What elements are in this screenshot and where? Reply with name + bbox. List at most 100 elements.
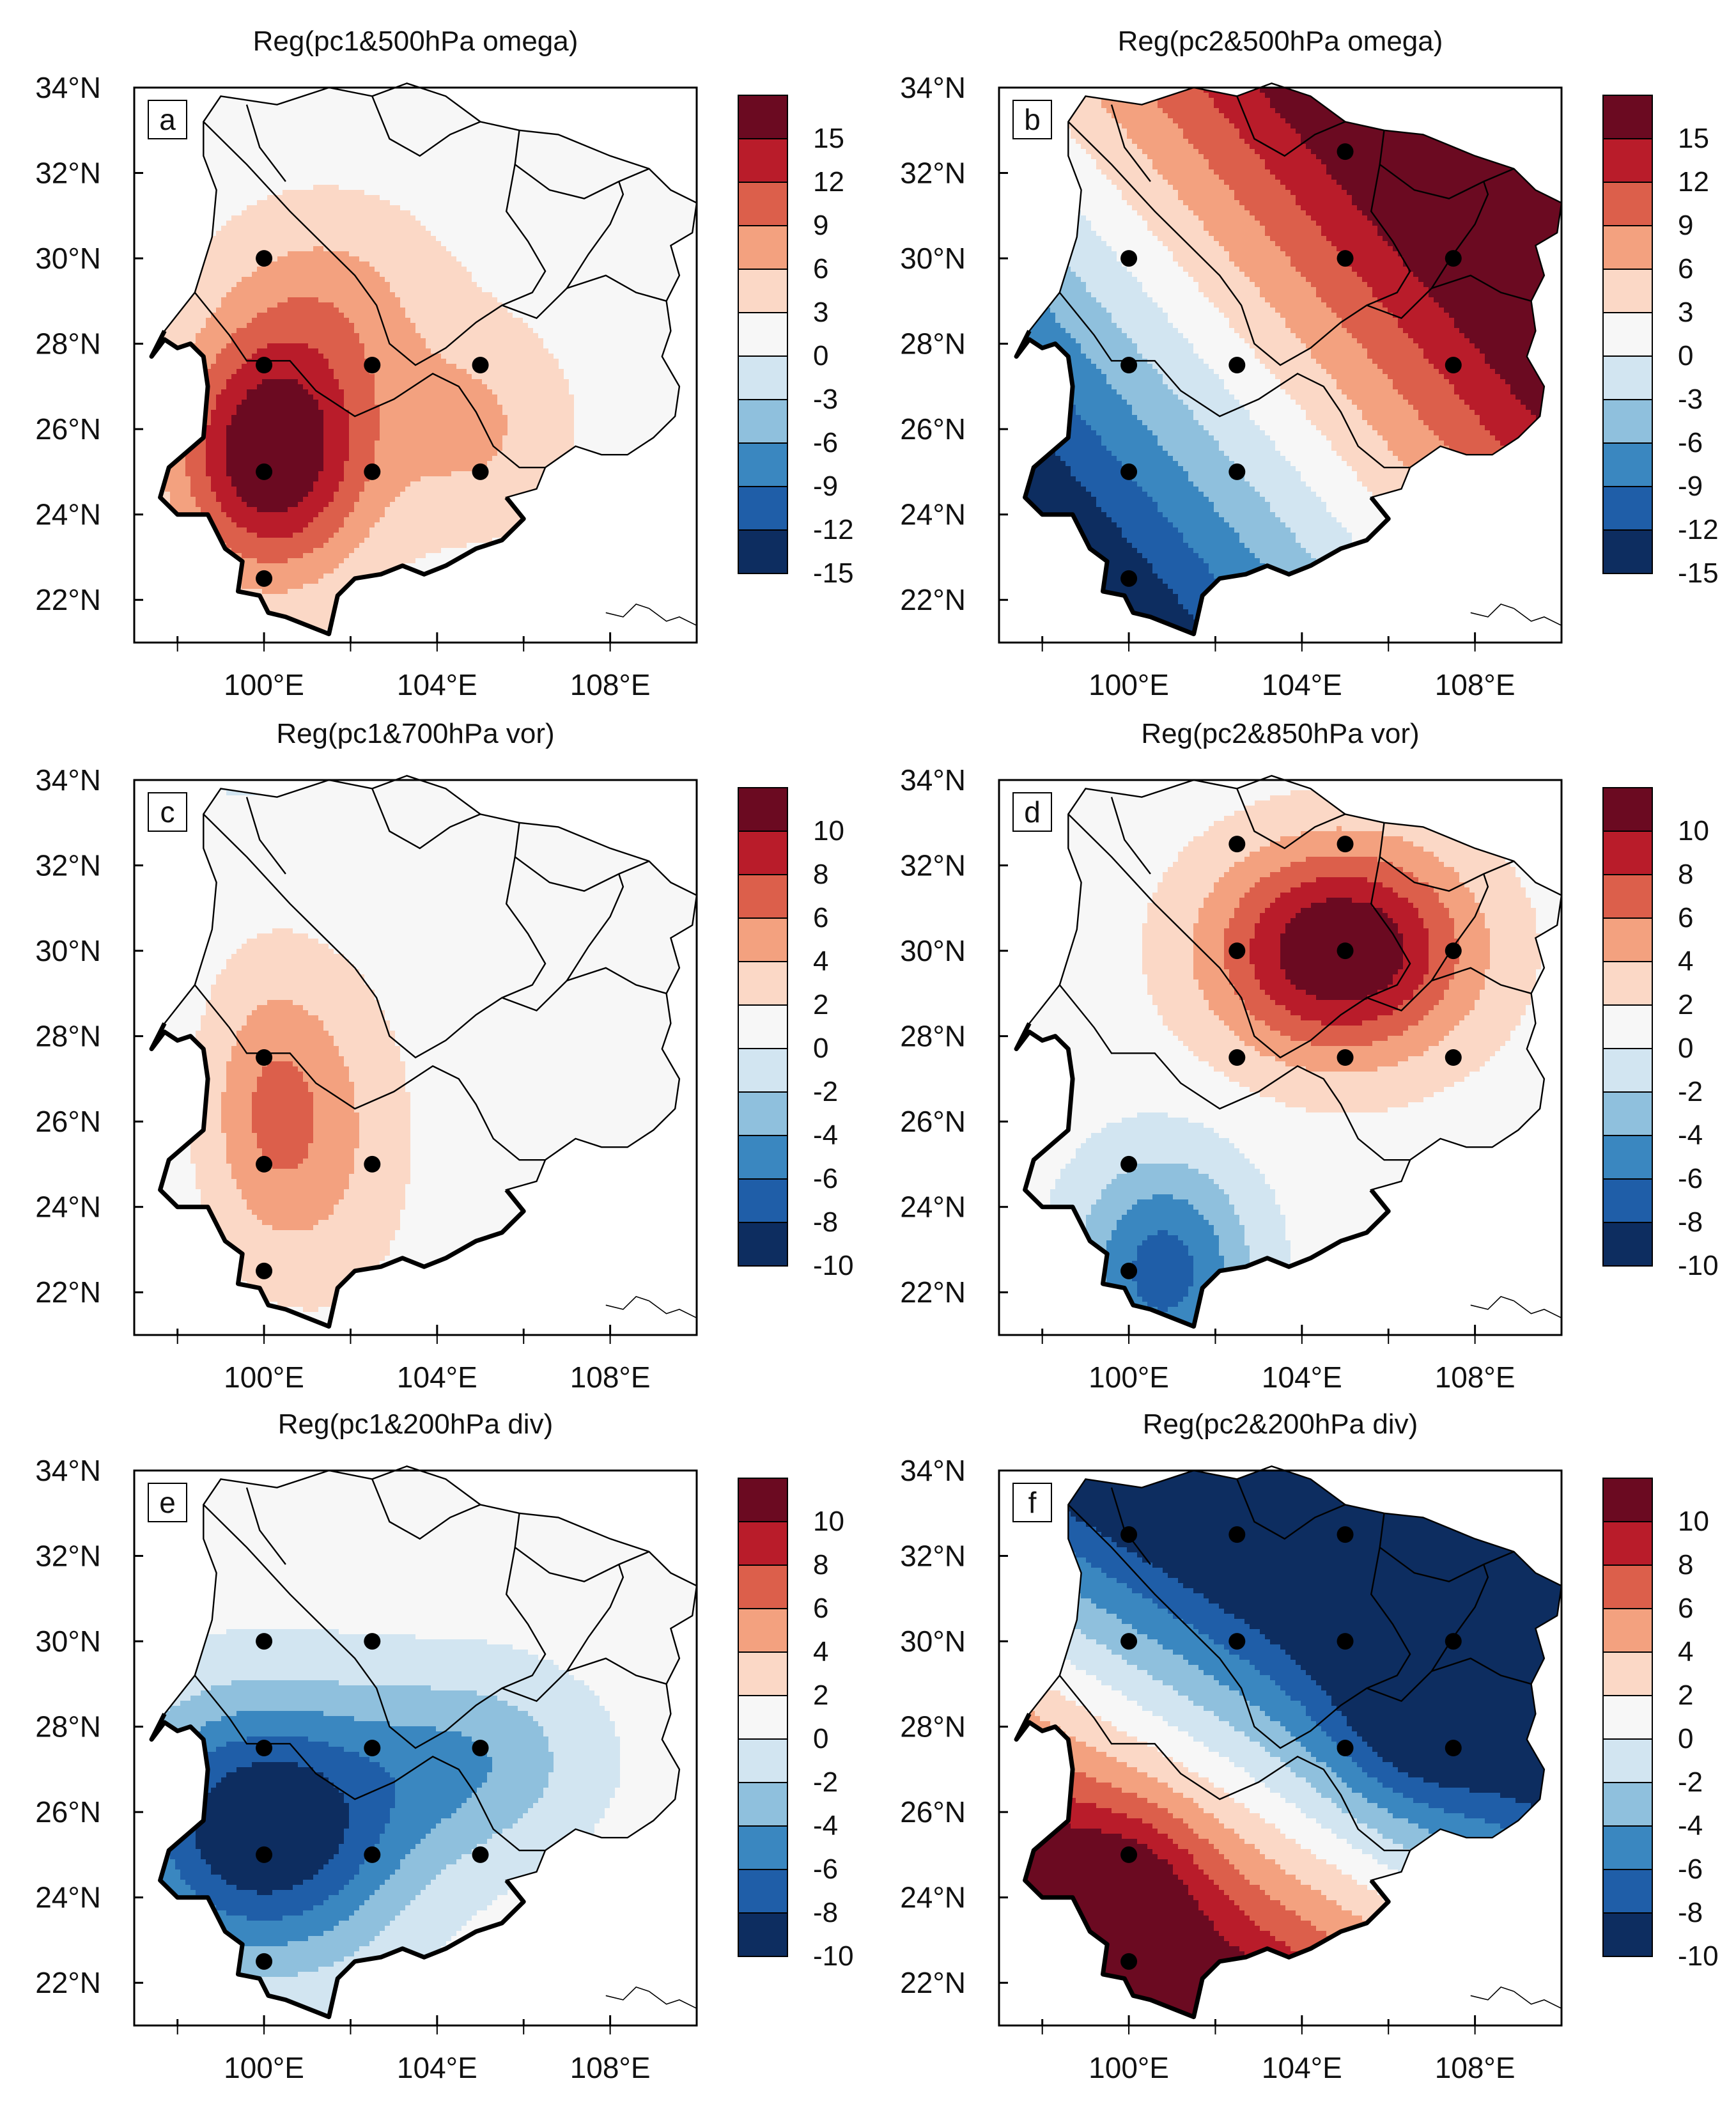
panel-label: a (159, 103, 176, 136)
colorbar-block (738, 139, 787, 182)
station-dot (1228, 836, 1245, 852)
station-dot (1445, 250, 1462, 267)
contour-field (134, 780, 697, 1338)
colorbar-label: 15 (813, 123, 844, 154)
colorbar-block (738, 1136, 787, 1179)
lat-tick-label: 24°N (900, 1190, 966, 1224)
station-dot (1337, 1526, 1354, 1543)
station-dot (1337, 143, 1354, 160)
station-dot (256, 464, 272, 480)
station-dot (256, 1740, 272, 1756)
coastline (1471, 604, 1514, 617)
station-dot (1337, 836, 1354, 852)
colorbar-block (1603, 1826, 1652, 1869)
colorbar-label: -8 (813, 1897, 838, 1928)
colorbar-label: 6 (1678, 902, 1693, 933)
colorbar-block (1603, 356, 1652, 400)
colorbar-block (1603, 400, 1652, 443)
colorbar-block (1603, 95, 1652, 139)
colorbar-block (738, 487, 787, 530)
colorbar-block (738, 962, 787, 1005)
colorbar-label: -6 (813, 1854, 838, 1885)
colorbar-label: 15 (1678, 123, 1709, 154)
colorbar-label: -12 (1678, 514, 1719, 545)
colorbar-block (738, 1696, 787, 1739)
station-dot (1228, 942, 1245, 959)
colorbar-label: -4 (813, 1810, 838, 1841)
colorbar-block (738, 356, 787, 400)
coastline (606, 1987, 649, 2000)
station-dot (1228, 1526, 1245, 1543)
lat-tick-label: 26°N (35, 1105, 101, 1138)
lon-tick-label: 104°E (1262, 2051, 1342, 2084)
colorbar-block (1603, 1049, 1652, 1092)
lat-tick-label: 34°N (35, 1454, 101, 1487)
colorbar-block (1603, 1522, 1652, 1565)
colorbar-label: -2 (1678, 1076, 1703, 1107)
lat-tick-label: 32°N (35, 1540, 101, 1573)
station-dot (1120, 1263, 1137, 1279)
colorbar-label: 6 (813, 902, 828, 933)
lat-tick-label: 30°N (900, 934, 966, 967)
lat-tick-label: 32°N (900, 1540, 966, 1573)
colorbar-block (1603, 443, 1652, 487)
colorbar-label: -3 (813, 384, 838, 415)
coastline (606, 604, 649, 617)
colorbar-label: -2 (813, 1076, 838, 1107)
colorbar-block (1603, 226, 1652, 269)
lon-tick-label: 100°E (1089, 668, 1169, 701)
lat-tick-label: 34°N (900, 1454, 966, 1487)
lat-tick-label: 34°N (35, 71, 101, 104)
colorbar-label: -15 (1678, 558, 1719, 589)
lon-tick-label: 108°E (1435, 2051, 1515, 2084)
colorbar-label: 10 (1678, 815, 1709, 847)
station-dot (1445, 1633, 1462, 1650)
colorbar-label: 4 (813, 946, 828, 977)
station-dot (364, 464, 380, 480)
lat-tick-label: 22°N (35, 1966, 101, 1999)
colorbar-label: 2 (813, 989, 828, 1020)
lat-tick-label: 24°N (35, 498, 101, 531)
colorbar-block (738, 1565, 787, 1609)
station-dot (1120, 250, 1137, 267)
colorbar-block (738, 95, 787, 139)
lat-tick-label: 28°N (35, 327, 101, 361)
lat-tick-label: 26°N (900, 412, 966, 446)
colorbar-block (1603, 1652, 1652, 1696)
lat-tick-label: 28°N (900, 1710, 966, 1744)
contour-field (999, 780, 1562, 1338)
colorbar-label: 10 (813, 1506, 844, 1537)
station-dot (1337, 250, 1354, 267)
station-dot (256, 1633, 272, 1650)
colorbar-block (1603, 1136, 1652, 1179)
contour-field (999, 88, 1562, 646)
station-dot (1337, 1049, 1354, 1066)
colorbar-label: -6 (1678, 427, 1703, 458)
colorbar-block (738, 1005, 787, 1049)
colorbar-label: -2 (1678, 1767, 1703, 1798)
colorbar-block (1603, 182, 1652, 226)
station-dot (256, 357, 272, 373)
lat-tick-label: 30°N (35, 242, 101, 275)
colorbar-block (1603, 530, 1652, 574)
station-dot (1228, 357, 1245, 373)
station-dot (256, 250, 272, 267)
lon-tick-label: 104°E (1262, 668, 1342, 701)
colorbar-block (738, 530, 787, 574)
colorbar-block (738, 400, 787, 443)
colorbar-label: 0 (813, 1033, 828, 1064)
colorbar-label: 0 (1678, 1033, 1693, 1064)
panel-title: Reg(pc1&200hPa div) (278, 1409, 553, 1440)
station-dot (1337, 1740, 1354, 1756)
colorbar-block (738, 226, 787, 269)
panel-e: Reg(pc1&200hPa div)e34°N32°N30°N28°N26°N… (35, 1409, 853, 2084)
station-dot (1445, 942, 1462, 959)
panel-a: Reg(pc1&500hPa omega)a34°N32°N30°N28°N26… (35, 26, 853, 701)
colorbar-label: 4 (1678, 946, 1693, 977)
colorbar-block (1603, 1478, 1652, 1522)
lat-tick-label: 26°N (35, 412, 101, 446)
panel-title: Reg(pc2&850hPa vor) (1141, 718, 1419, 749)
panel-label: e (159, 1486, 176, 1519)
